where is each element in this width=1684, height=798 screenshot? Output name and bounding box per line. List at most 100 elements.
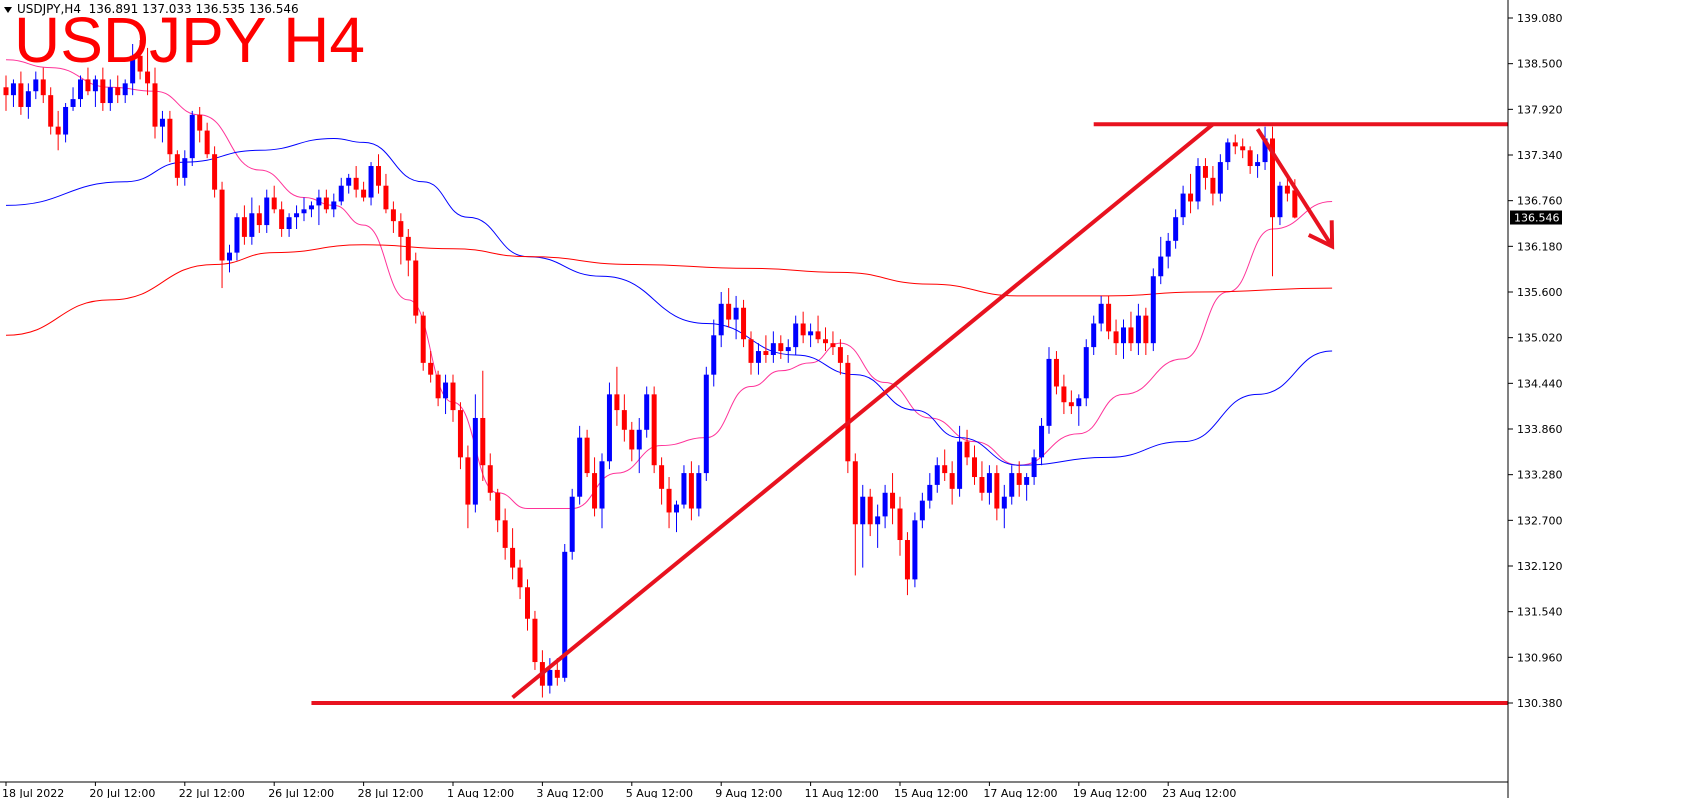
- candle[interactable]: [1255, 154, 1261, 178]
- candle[interactable]: [1240, 138, 1246, 159]
- candle[interactable]: [525, 579, 530, 631]
- candle[interactable]: [1098, 295, 1104, 332]
- candle[interactable]: [808, 323, 814, 348]
- candle[interactable]: [837, 339, 843, 375]
- candle[interactable]: [577, 425, 583, 505]
- candle[interactable]: [353, 166, 359, 198]
- candle[interactable]: [1210, 166, 1216, 206]
- candle[interactable]: [308, 201, 314, 218]
- candle[interactable]: [457, 402, 463, 470]
- trend-line[interactable]: [511, 122, 1215, 700]
- candle[interactable]: [495, 488, 501, 533]
- candle[interactable]: [912, 512, 918, 588]
- candle[interactable]: [547, 658, 553, 694]
- candle[interactable]: [301, 197, 307, 222]
- candle[interactable]: [748, 331, 754, 375]
- down-arrow-icon[interactable]: [1307, 220, 1335, 250]
- candle[interactable]: [1113, 319, 1119, 355]
- candle[interactable]: [949, 461, 955, 505]
- candle[interactable]: [823, 327, 828, 352]
- candle[interactable]: [1024, 473, 1030, 501]
- candle[interactable]: [1165, 232, 1171, 269]
- candle[interactable]: [197, 106, 203, 143]
- candle[interactable]: [733, 295, 739, 340]
- candle[interactable]: [264, 189, 270, 233]
- candle[interactable]: [1135, 303, 1141, 355]
- candle[interactable]: [532, 610, 538, 670]
- candle[interactable]: [279, 201, 285, 237]
- candle[interactable]: [227, 244, 232, 273]
- candle[interactable]: [696, 465, 702, 517]
- candle[interactable]: [219, 181, 225, 289]
- candle[interactable]: [256, 205, 262, 233]
- candle[interactable]: [413, 252, 419, 324]
- candle[interactable]: [599, 453, 605, 529]
- candle[interactable]: [897, 496, 903, 556]
- candle[interactable]: [1225, 138, 1231, 170]
- candle[interactable]: [331, 193, 337, 218]
- candle[interactable]: [1128, 311, 1134, 352]
- candle[interactable]: [666, 477, 672, 529]
- candle[interactable]: [1039, 417, 1045, 466]
- candle[interactable]: [361, 181, 367, 202]
- candle[interactable]: [890, 473, 896, 525]
- candle[interactable]: [904, 532, 910, 596]
- candle[interactable]: [241, 205, 247, 245]
- candle[interactable]: [1046, 347, 1052, 434]
- candle[interactable]: [1150, 268, 1156, 352]
- candle[interactable]: [606, 382, 612, 470]
- candle[interactable]: [770, 331, 776, 363]
- candle[interactable]: [785, 339, 791, 363]
- candle[interactable]: [1121, 319, 1126, 359]
- candle[interactable]: [651, 386, 657, 474]
- candle[interactable]: [919, 492, 925, 529]
- candle[interactable]: [778, 335, 784, 359]
- candle[interactable]: [294, 205, 300, 230]
- candle[interactable]: [122, 79, 128, 104]
- candle[interactable]: [1195, 158, 1201, 210]
- candle[interactable]: [167, 110, 173, 163]
- candle[interactable]: [934, 457, 940, 493]
- candle[interactable]: [703, 366, 709, 481]
- candle[interactable]: [78, 75, 83, 107]
- candle[interactable]: [1180, 185, 1186, 226]
- candle[interactable]: [517, 559, 523, 600]
- candle[interactable]: [1076, 394, 1082, 426]
- candle[interactable]: [979, 461, 985, 501]
- candle[interactable]: [1232, 134, 1238, 155]
- candle[interactable]: [1001, 484, 1007, 529]
- candle[interactable]: [875, 504, 881, 548]
- candle[interactable]: [845, 354, 851, 474]
- candle[interactable]: [249, 197, 255, 245]
- candle[interactable]: [718, 292, 724, 348]
- candle[interactable]: [644, 386, 650, 438]
- candle[interactable]: [1262, 126, 1268, 170]
- candle[interactable]: [10, 79, 16, 107]
- candle[interactable]: [1277, 181, 1283, 226]
- candle[interactable]: [1143, 307, 1149, 355]
- candle[interactable]: [465, 445, 471, 529]
- candle[interactable]: [510, 528, 516, 580]
- candle[interactable]: [562, 543, 568, 682]
- candle[interactable]: [70, 87, 76, 111]
- candle[interactable]: [443, 374, 449, 415]
- candle[interactable]: [40, 67, 46, 104]
- candle[interactable]: [100, 67, 106, 111]
- candle[interactable]: [815, 315, 821, 344]
- candle[interactable]: [450, 374, 456, 422]
- candle[interactable]: [383, 173, 389, 214]
- candle[interactable]: [346, 173, 352, 194]
- candle[interactable]: [942, 449, 948, 481]
- candle[interactable]: [18, 71, 24, 115]
- candle[interactable]: [629, 421, 635, 462]
- candle[interactable]: [972, 445, 977, 485]
- candle[interactable]: [137, 40, 143, 80]
- candle[interactable]: [316, 189, 322, 226]
- candle[interactable]: [867, 488, 873, 537]
- candle[interactable]: [681, 465, 687, 509]
- candle[interactable]: [755, 343, 761, 375]
- candle[interactable]: [1083, 339, 1089, 407]
- candle[interactable]: [741, 299, 747, 348]
- candle[interactable]: [115, 75, 121, 104]
